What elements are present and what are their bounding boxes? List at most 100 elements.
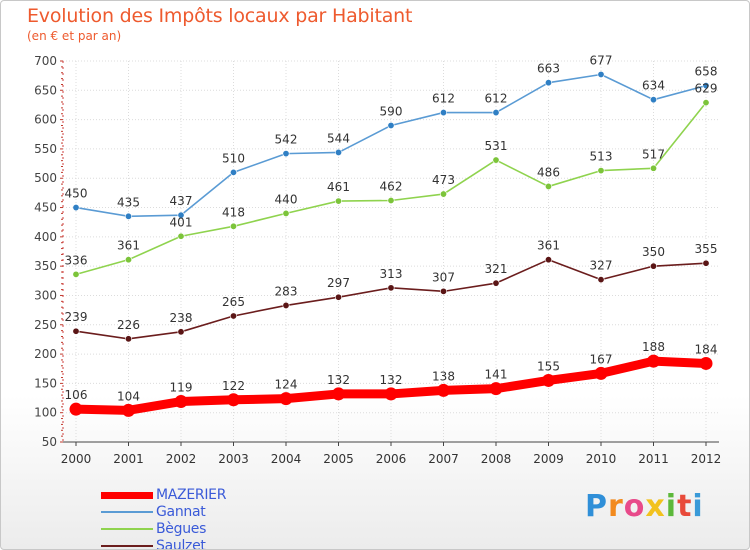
data-label: 401 — [170, 215, 193, 229]
y-tick-label: 500 — [34, 171, 57, 185]
y-tick-label: 600 — [34, 113, 57, 127]
legend-swatch — [101, 511, 153, 513]
data-label: 361 — [537, 239, 560, 253]
data-point — [174, 395, 188, 409]
data-label: 629 — [695, 82, 718, 96]
data-point — [230, 168, 238, 176]
data-point — [387, 121, 395, 129]
chart-subtitle: (en € et par an) — [27, 29, 122, 43]
data-label: 473 — [432, 173, 455, 187]
y-tick-label: 400 — [34, 230, 57, 244]
data-point — [649, 96, 657, 104]
x-tick-label: 2010 — [586, 452, 617, 466]
x-tick-label: 2002 — [166, 452, 197, 466]
x-tick-label: 2004 — [271, 452, 302, 466]
data-point — [702, 82, 710, 90]
data-point — [544, 256, 552, 264]
data-label: 141 — [485, 368, 508, 382]
data-label: 238 — [170, 311, 193, 325]
data-label: 450 — [65, 187, 88, 201]
axes: 50 100 150 200 250 300 350 400 450 500 550 600 650 70… — [34, 54, 721, 466]
data-label: 184 — [695, 342, 718, 356]
data-label: 297 — [327, 276, 350, 290]
data-point — [125, 335, 133, 343]
legend-swatch — [101, 528, 153, 530]
data-label: 336 — [65, 253, 88, 267]
data-label: 313 — [380, 267, 403, 281]
data-label: 188 — [642, 340, 665, 354]
x-tick-label: 2011 — [638, 452, 669, 466]
x-tick-label: 2003 — [218, 452, 249, 466]
x-tick-label: 2000 — [61, 452, 92, 466]
brand-letter: i — [665, 489, 678, 524]
data-label: 517 — [642, 147, 665, 161]
data-point — [122, 403, 135, 417]
legend-label: MAZERIER — [156, 487, 227, 503]
data-label: 350 — [642, 245, 665, 259]
x-tick-label: 2009 — [533, 452, 564, 466]
data-label: 437 — [170, 194, 193, 208]
data-point — [387, 197, 395, 205]
data-point — [542, 373, 555, 387]
data-label: 226 — [117, 318, 140, 332]
data-point — [125, 212, 133, 220]
data-point — [649, 164, 657, 172]
data-point — [177, 328, 185, 336]
y-tick-label: 700 — [34, 54, 57, 68]
data-label: 122 — [222, 379, 245, 393]
data-label: 544 — [327, 131, 350, 145]
data-label: 590 — [380, 104, 403, 118]
data-label: 435 — [117, 195, 140, 209]
data-label: 119 — [170, 381, 193, 395]
data-label: 510 — [222, 151, 245, 165]
brand-letter: r — [608, 489, 624, 524]
data-point — [282, 209, 290, 217]
brand-letter: t — [677, 489, 693, 524]
data-label: 542 — [275, 133, 298, 147]
data-point — [597, 167, 605, 175]
data-label: 124 — [275, 378, 298, 392]
brand-logo: Proxiti — [585, 489, 704, 524]
data-label: 440 — [275, 192, 298, 206]
data-point — [439, 287, 447, 295]
data-point — [489, 382, 503, 396]
data-label: 663 — [537, 62, 560, 76]
data-point — [334, 148, 342, 156]
legend-label: Bègues — [156, 521, 207, 537]
y-tick-label: 150 — [34, 376, 57, 390]
x-tick-label: 2007 — [428, 452, 459, 466]
data-point — [647, 354, 660, 368]
x-tick-label: 2001 — [113, 452, 144, 466]
x-tick-label: 2012 — [691, 452, 722, 466]
data-label: 612 — [432, 92, 455, 106]
y-tick-label: 650 — [34, 83, 57, 97]
y-tick-label: 100 — [34, 406, 57, 420]
data-point — [387, 284, 395, 292]
data-point — [177, 211, 185, 219]
data-label: 167 — [590, 352, 613, 366]
x-tick-label: 2005 — [323, 452, 354, 466]
data-label: 327 — [590, 259, 613, 273]
data-point — [69, 402, 83, 416]
data-point — [597, 276, 605, 284]
data-label: 106 — [65, 388, 88, 402]
legend-swatch — [101, 545, 153, 547]
data-point — [544, 182, 552, 190]
data-labels: 106 104 119 122 124 132 132 138 141 155 167 188 184 4… — [65, 53, 718, 403]
data-point — [334, 197, 342, 205]
brand-letter: x — [645, 489, 666, 524]
legend-label: Saulzet — [156, 538, 206, 550]
data-label: 104 — [117, 389, 140, 403]
data-label: 513 — [590, 150, 613, 164]
data-label: 461 — [327, 180, 350, 194]
data-point — [594, 366, 608, 380]
y-tick-label: 50 — [42, 435, 57, 449]
data-point — [492, 156, 500, 164]
data-label: 265 — [222, 295, 245, 309]
data-point — [72, 270, 80, 278]
data-point — [279, 392, 293, 406]
data-point — [72, 204, 80, 212]
data-point — [334, 293, 342, 301]
data-label: 612 — [485, 92, 508, 106]
